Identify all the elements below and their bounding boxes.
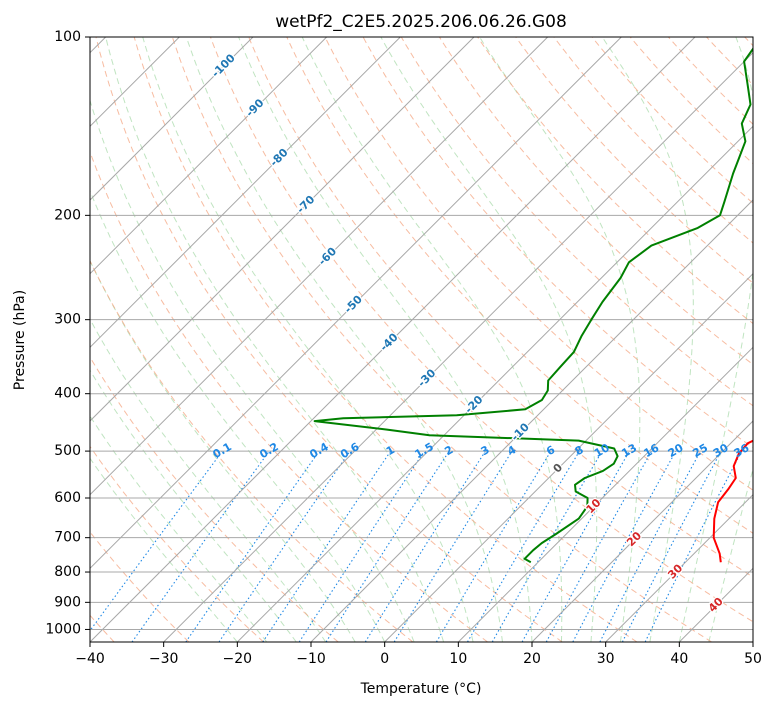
isotherm-line xyxy=(90,37,622,570)
mixing-ratio-line xyxy=(298,450,425,642)
x-tick-label: 20 xyxy=(523,651,541,667)
y-tick-label: 500 xyxy=(54,443,81,459)
dry-adiabat xyxy=(248,37,753,578)
moist-adiabat xyxy=(90,457,238,642)
moist-adiabat xyxy=(601,37,694,642)
y-tick-label: 900 xyxy=(54,594,81,610)
y-tick-label: 300 xyxy=(54,312,81,328)
y-tick-label: 200 xyxy=(54,207,81,223)
y-axis-title: Pressure (hPa) xyxy=(12,290,28,390)
mixing-ratio-line xyxy=(572,450,677,642)
x-tick-label: 10 xyxy=(449,651,467,667)
isotherm-line xyxy=(90,37,696,642)
x-tick-label: −30 xyxy=(149,651,179,667)
mixing-ratio-line xyxy=(325,450,450,642)
isotherm-line xyxy=(384,272,753,642)
isotherms xyxy=(90,37,753,642)
dry-adiabat xyxy=(210,37,753,623)
y-tick-label: 800 xyxy=(54,564,81,580)
mixing-ratio-line xyxy=(262,450,392,642)
chart-title: wetPf2_C2E5.2025.206.06.26.G08 xyxy=(275,12,567,32)
y-tick-label: 1000 xyxy=(45,621,81,637)
moist-adiabat xyxy=(708,467,753,642)
dry-adiabat xyxy=(324,37,753,491)
y-tick-label: 400 xyxy=(54,386,81,402)
moist-adiabat xyxy=(90,98,415,642)
x-tick-label: 40 xyxy=(670,651,688,667)
mixing-ratio-line xyxy=(545,450,653,642)
moist-adiabat xyxy=(185,37,503,642)
moist-adiabat xyxy=(142,37,474,642)
x-tick-label: 0 xyxy=(380,651,389,667)
x-tick-label: 30 xyxy=(597,651,615,667)
plot-area: -100-90-80-70-60-50-40-30-20-10010203040… xyxy=(90,37,753,642)
dry-adiabat xyxy=(400,37,753,407)
x-tick-label: −40 xyxy=(75,651,105,667)
mixing-ratio-line xyxy=(521,450,630,642)
x-axis-title: Temperature (°C) xyxy=(360,681,482,697)
y-tick-label: 700 xyxy=(54,530,81,546)
isotherm-line xyxy=(236,125,753,642)
y-axis-ticks: 100 200 300 400 500 600 700 800 900 1000 xyxy=(45,29,90,637)
isotherm-line xyxy=(163,51,753,642)
moist-adiabat xyxy=(90,189,386,642)
isotherm-line xyxy=(605,493,753,642)
moist-adiabat xyxy=(105,37,445,642)
moist-adiabat xyxy=(90,259,356,642)
dry-adiabat xyxy=(629,37,753,165)
isotherm-line xyxy=(90,37,549,496)
isotherm-line xyxy=(310,199,753,642)
dry-adiabat xyxy=(477,37,753,325)
moist-adiabat xyxy=(238,37,533,642)
mixing-ratio-line xyxy=(131,450,270,642)
y-tick-label: 100 xyxy=(54,29,81,45)
isotherm-line xyxy=(90,37,328,275)
y-tick-label: 600 xyxy=(54,490,81,506)
x-axis-ticks: −40 −30 −20 −10 0 10 20 30 40 50 xyxy=(75,642,762,667)
mixing-ratio-line xyxy=(90,450,223,632)
mixing-ratio-line xyxy=(393,450,513,642)
moist-adiabat xyxy=(90,415,268,642)
x-tick-label: −20 xyxy=(223,651,253,667)
dry-adiabat xyxy=(95,37,563,642)
mixing-ratio-line xyxy=(218,450,351,642)
moist-adiabat xyxy=(380,37,598,642)
mixing-ratio-lines xyxy=(90,450,743,642)
mixing-ratio-line xyxy=(644,450,743,642)
isotherm-line xyxy=(531,420,753,642)
moist-adiabat xyxy=(678,37,753,642)
isotherm-line xyxy=(90,37,401,349)
dry-adiabat xyxy=(90,445,264,642)
dry-adiabat xyxy=(515,37,753,284)
x-tick-label: 50 xyxy=(744,651,762,667)
isotherm-line xyxy=(90,37,254,201)
isotherm-line xyxy=(457,346,753,642)
sounding-profiles xyxy=(313,47,753,564)
plot-frame xyxy=(89,36,754,643)
dry-adiabat xyxy=(591,37,753,204)
dewpoint-profile xyxy=(313,47,753,564)
isotherm-line xyxy=(90,37,475,422)
dry-adiabat xyxy=(171,37,712,642)
isobar-gridlines xyxy=(90,37,753,630)
dry-adiabat xyxy=(90,259,414,642)
dry-adiabat xyxy=(133,37,638,642)
temperature-profile xyxy=(712,439,753,563)
mixing-ratio-line xyxy=(185,450,320,642)
x-tick-label: −10 xyxy=(296,651,326,667)
